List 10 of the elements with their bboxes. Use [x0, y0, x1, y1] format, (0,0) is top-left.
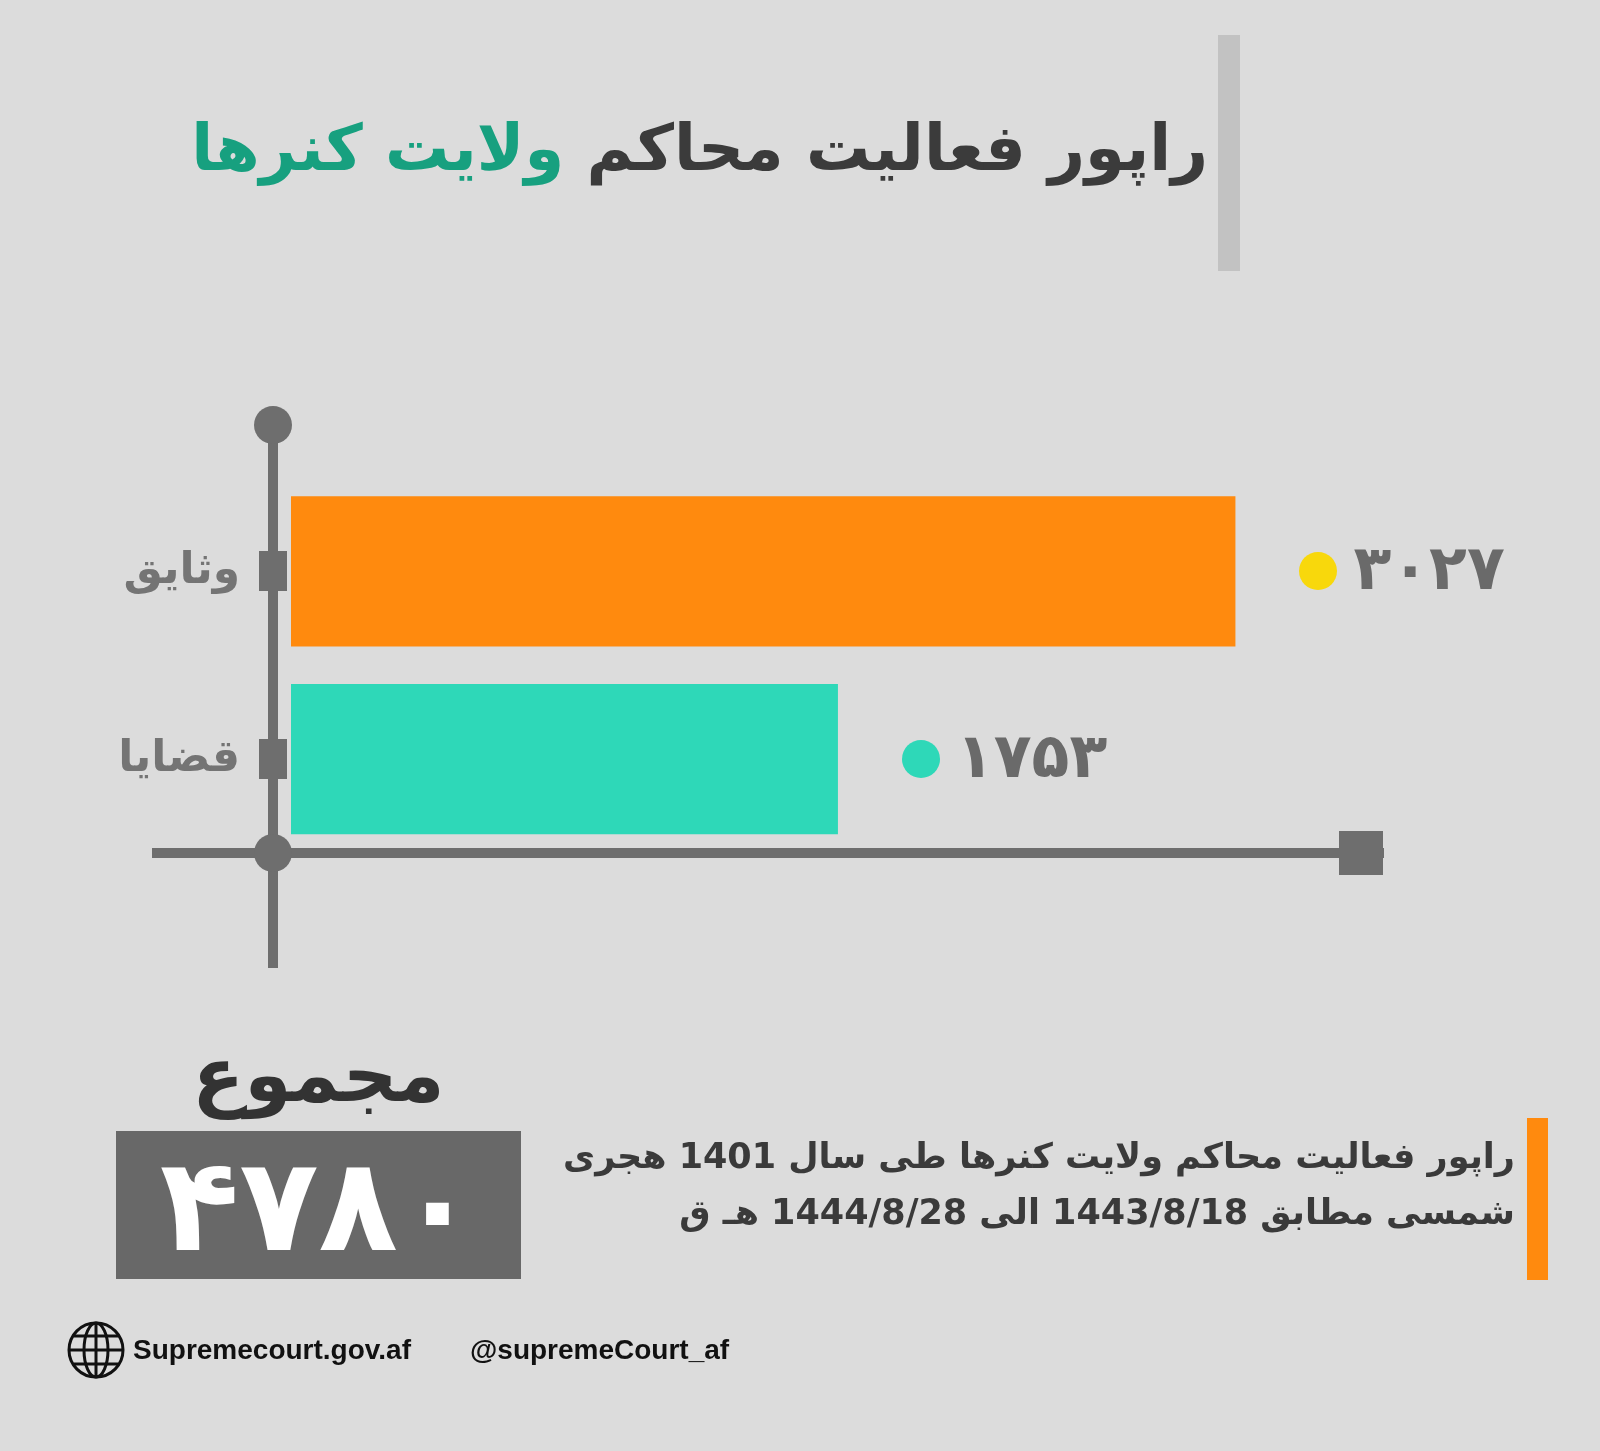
text: راپور فعالیت محاکم ولایت کنرها طی سال 1401 هجری شمسی مطابق 1443/8/18 الی 1444/8/28 هـ ق [562, 1135, 1515, 1235]
y-tick-label: قضایا [118, 729, 240, 781]
text: Supremecourt.gov.af [133, 1334, 411, 1366]
text: مجموع [191, 1029, 446, 1122]
data-label: ۱۷۵۳ [955, 719, 1108, 793]
data-label: ۳۰۲۷ [1353, 531, 1505, 605]
y-tick-label: وثایق [123, 541, 240, 594]
text: ۴۷۸۰ [116, 1129, 521, 1281]
chart-title: راپور فعالیت محاکم ولایت کنرها [191, 111, 1208, 185]
text: @supremeCourt_af [470, 1334, 730, 1366]
